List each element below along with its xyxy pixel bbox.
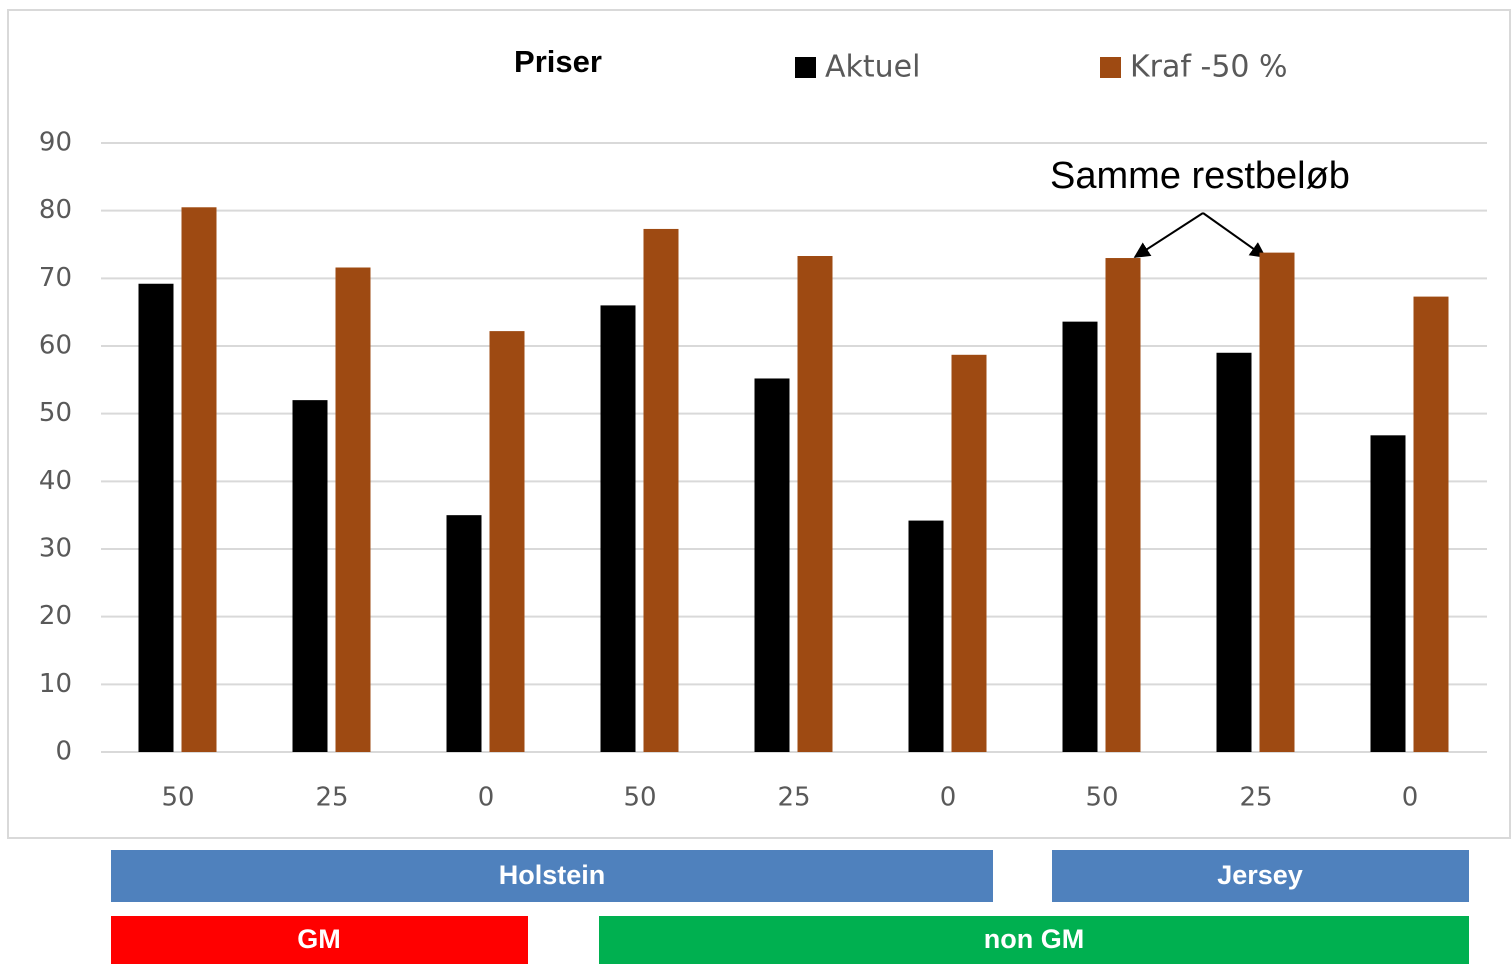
x-tick-label: 25: [315, 783, 348, 813]
group-box: [1052, 850, 1469, 902]
bar: [1413, 296, 1449, 752]
group-box: [111, 916, 528, 964]
y-tick-label: 40: [39, 466, 72, 496]
bar: [1105, 258, 1141, 752]
chart-title: Priser: [514, 44, 602, 79]
bar: [600, 305, 636, 752]
group-label: Holstein: [499, 860, 606, 890]
y-tick-label: 60: [39, 331, 72, 361]
x-tick-label: 50: [161, 783, 194, 813]
y-tick-label: 80: [39, 195, 72, 225]
legend-label: Aktuel: [825, 50, 920, 85]
legend-label: Kraf -50 %: [1130, 50, 1288, 85]
y-tick-label: 20: [39, 601, 72, 631]
group-box: [111, 850, 993, 902]
group-box: [599, 916, 1469, 964]
group-label: GM: [297, 924, 341, 954]
group-label: non GM: [984, 924, 1084, 954]
bar: [754, 378, 790, 752]
x-tick-label: 0: [940, 783, 957, 813]
x-tick-label: 50: [1085, 783, 1118, 813]
bar: [138, 283, 174, 752]
bar: [489, 331, 525, 752]
arrow: [1133, 212, 1204, 258]
x-tick-label: 50: [623, 783, 656, 813]
bar: [908, 520, 944, 752]
y-tick-label: 70: [39, 263, 72, 293]
x-tick-label: 25: [1239, 783, 1272, 813]
group-label: Jersey: [1217, 860, 1303, 890]
x-tick-label: 0: [1402, 783, 1419, 813]
arrow: [1202, 212, 1267, 258]
y-tick-label: 0: [55, 737, 72, 767]
legend-swatch: [1100, 57, 1121, 78]
bar: [181, 207, 217, 753]
x-tick-label: 0: [478, 783, 495, 813]
annotation: Samme restbeløb: [1050, 155, 1350, 197]
bar: [1370, 435, 1406, 752]
bar: [951, 354, 987, 752]
legend-swatch: [795, 57, 816, 78]
y-tick-label: 30: [39, 534, 72, 564]
bar: [1216, 352, 1252, 752]
bar: [1062, 321, 1098, 752]
bar: [1259, 252, 1295, 752]
bar: [335, 267, 371, 752]
y-tick-label: 90: [39, 128, 72, 158]
y-tick-label: 50: [39, 398, 72, 428]
bar: [446, 515, 482, 752]
x-tick-label: 25: [777, 783, 810, 813]
y-tick-label: 10: [39, 669, 72, 699]
bar: [292, 400, 328, 752]
bar: [797, 256, 833, 752]
bar: [643, 228, 679, 753]
